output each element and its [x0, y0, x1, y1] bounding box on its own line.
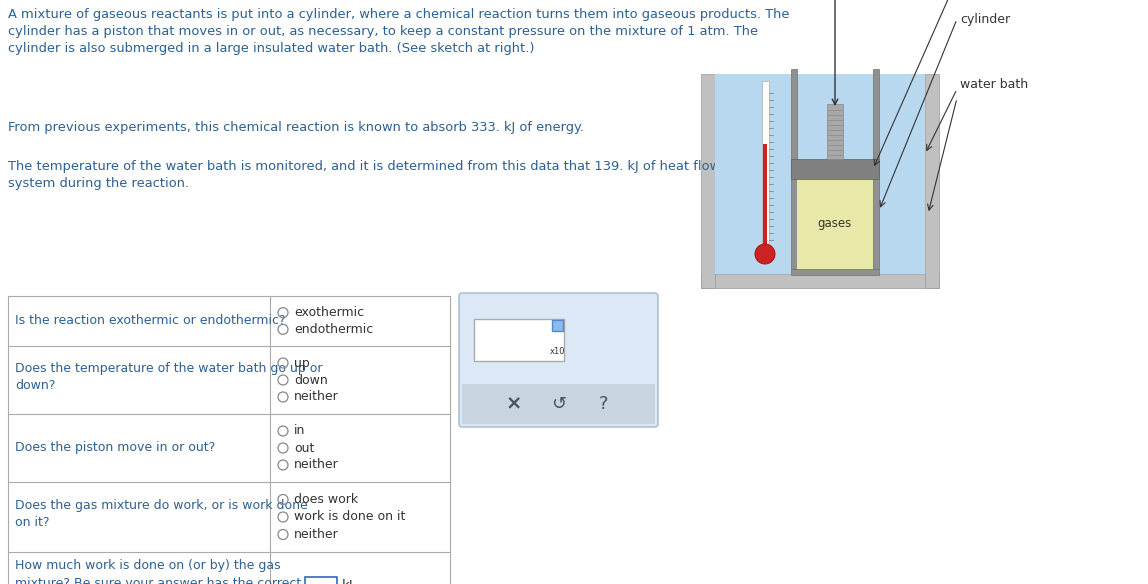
Bar — [791, 269, 879, 275]
Text: kJ: kJ — [342, 579, 354, 584]
Bar — [761, 81, 768, 250]
Text: neither: neither — [294, 528, 339, 541]
Bar — [701, 74, 715, 288]
Text: up: up — [294, 356, 310, 370]
Text: A mixture of gaseous reactants is put into a cylinder, where a chemical reaction: A mixture of gaseous reactants is put in… — [8, 8, 790, 55]
Bar — [872, 69, 879, 269]
Text: From previous experiments, this chemical reaction is known to absorb 333. kJ of : From previous experiments, this chemical… — [8, 121, 584, 134]
Bar — [827, 104, 843, 159]
Bar — [474, 319, 564, 361]
Bar — [925, 74, 939, 288]
Text: endothermic: endothermic — [294, 323, 373, 336]
Text: down: down — [294, 374, 327, 387]
Text: ↺: ↺ — [551, 395, 566, 413]
Text: gases: gases — [817, 217, 852, 231]
Bar — [715, 74, 925, 274]
Text: The temperature of the water bath is monitored, and it is determined from this d: The temperature of the water bath is mon… — [8, 160, 796, 190]
Circle shape — [755, 244, 775, 264]
Bar — [305, 577, 338, 584]
Bar — [791, 69, 797, 269]
Text: ×: × — [505, 395, 521, 413]
Text: out: out — [294, 442, 315, 454]
Text: Does the gas mixture do work, or is work done
on it?: Does the gas mixture do work, or is work… — [15, 499, 308, 529]
Text: Does the temperature of the water bath go up or
down?: Does the temperature of the water bath g… — [15, 362, 323, 392]
Text: x10: x10 — [550, 347, 566, 356]
Bar — [461, 384, 656, 424]
FancyBboxPatch shape — [459, 293, 658, 427]
Text: cylinder: cylinder — [960, 12, 1010, 26]
Bar — [701, 274, 939, 288]
Text: ?: ? — [599, 395, 608, 413]
Text: work is done on it: work is done on it — [294, 510, 405, 523]
Bar — [552, 320, 563, 331]
Text: does work: does work — [294, 493, 358, 506]
Text: water bath: water bath — [960, 78, 1029, 91]
Text: How much work is done on (or by) the gas
mixture? Be sure your answer has the co: How much work is done on (or by) the gas… — [15, 559, 301, 584]
Text: Does the piston move in or out?: Does the piston move in or out? — [15, 442, 216, 454]
Text: neither: neither — [294, 391, 339, 404]
Bar — [763, 144, 767, 249]
Text: Is the reaction exothermic or endothermic?: Is the reaction exothermic or endothermi… — [15, 315, 286, 328]
Text: in: in — [294, 425, 305, 437]
Bar — [791, 159, 879, 179]
Bar — [797, 179, 872, 269]
Text: exothermic: exothermic — [294, 306, 364, 319]
Text: neither: neither — [294, 458, 339, 471]
